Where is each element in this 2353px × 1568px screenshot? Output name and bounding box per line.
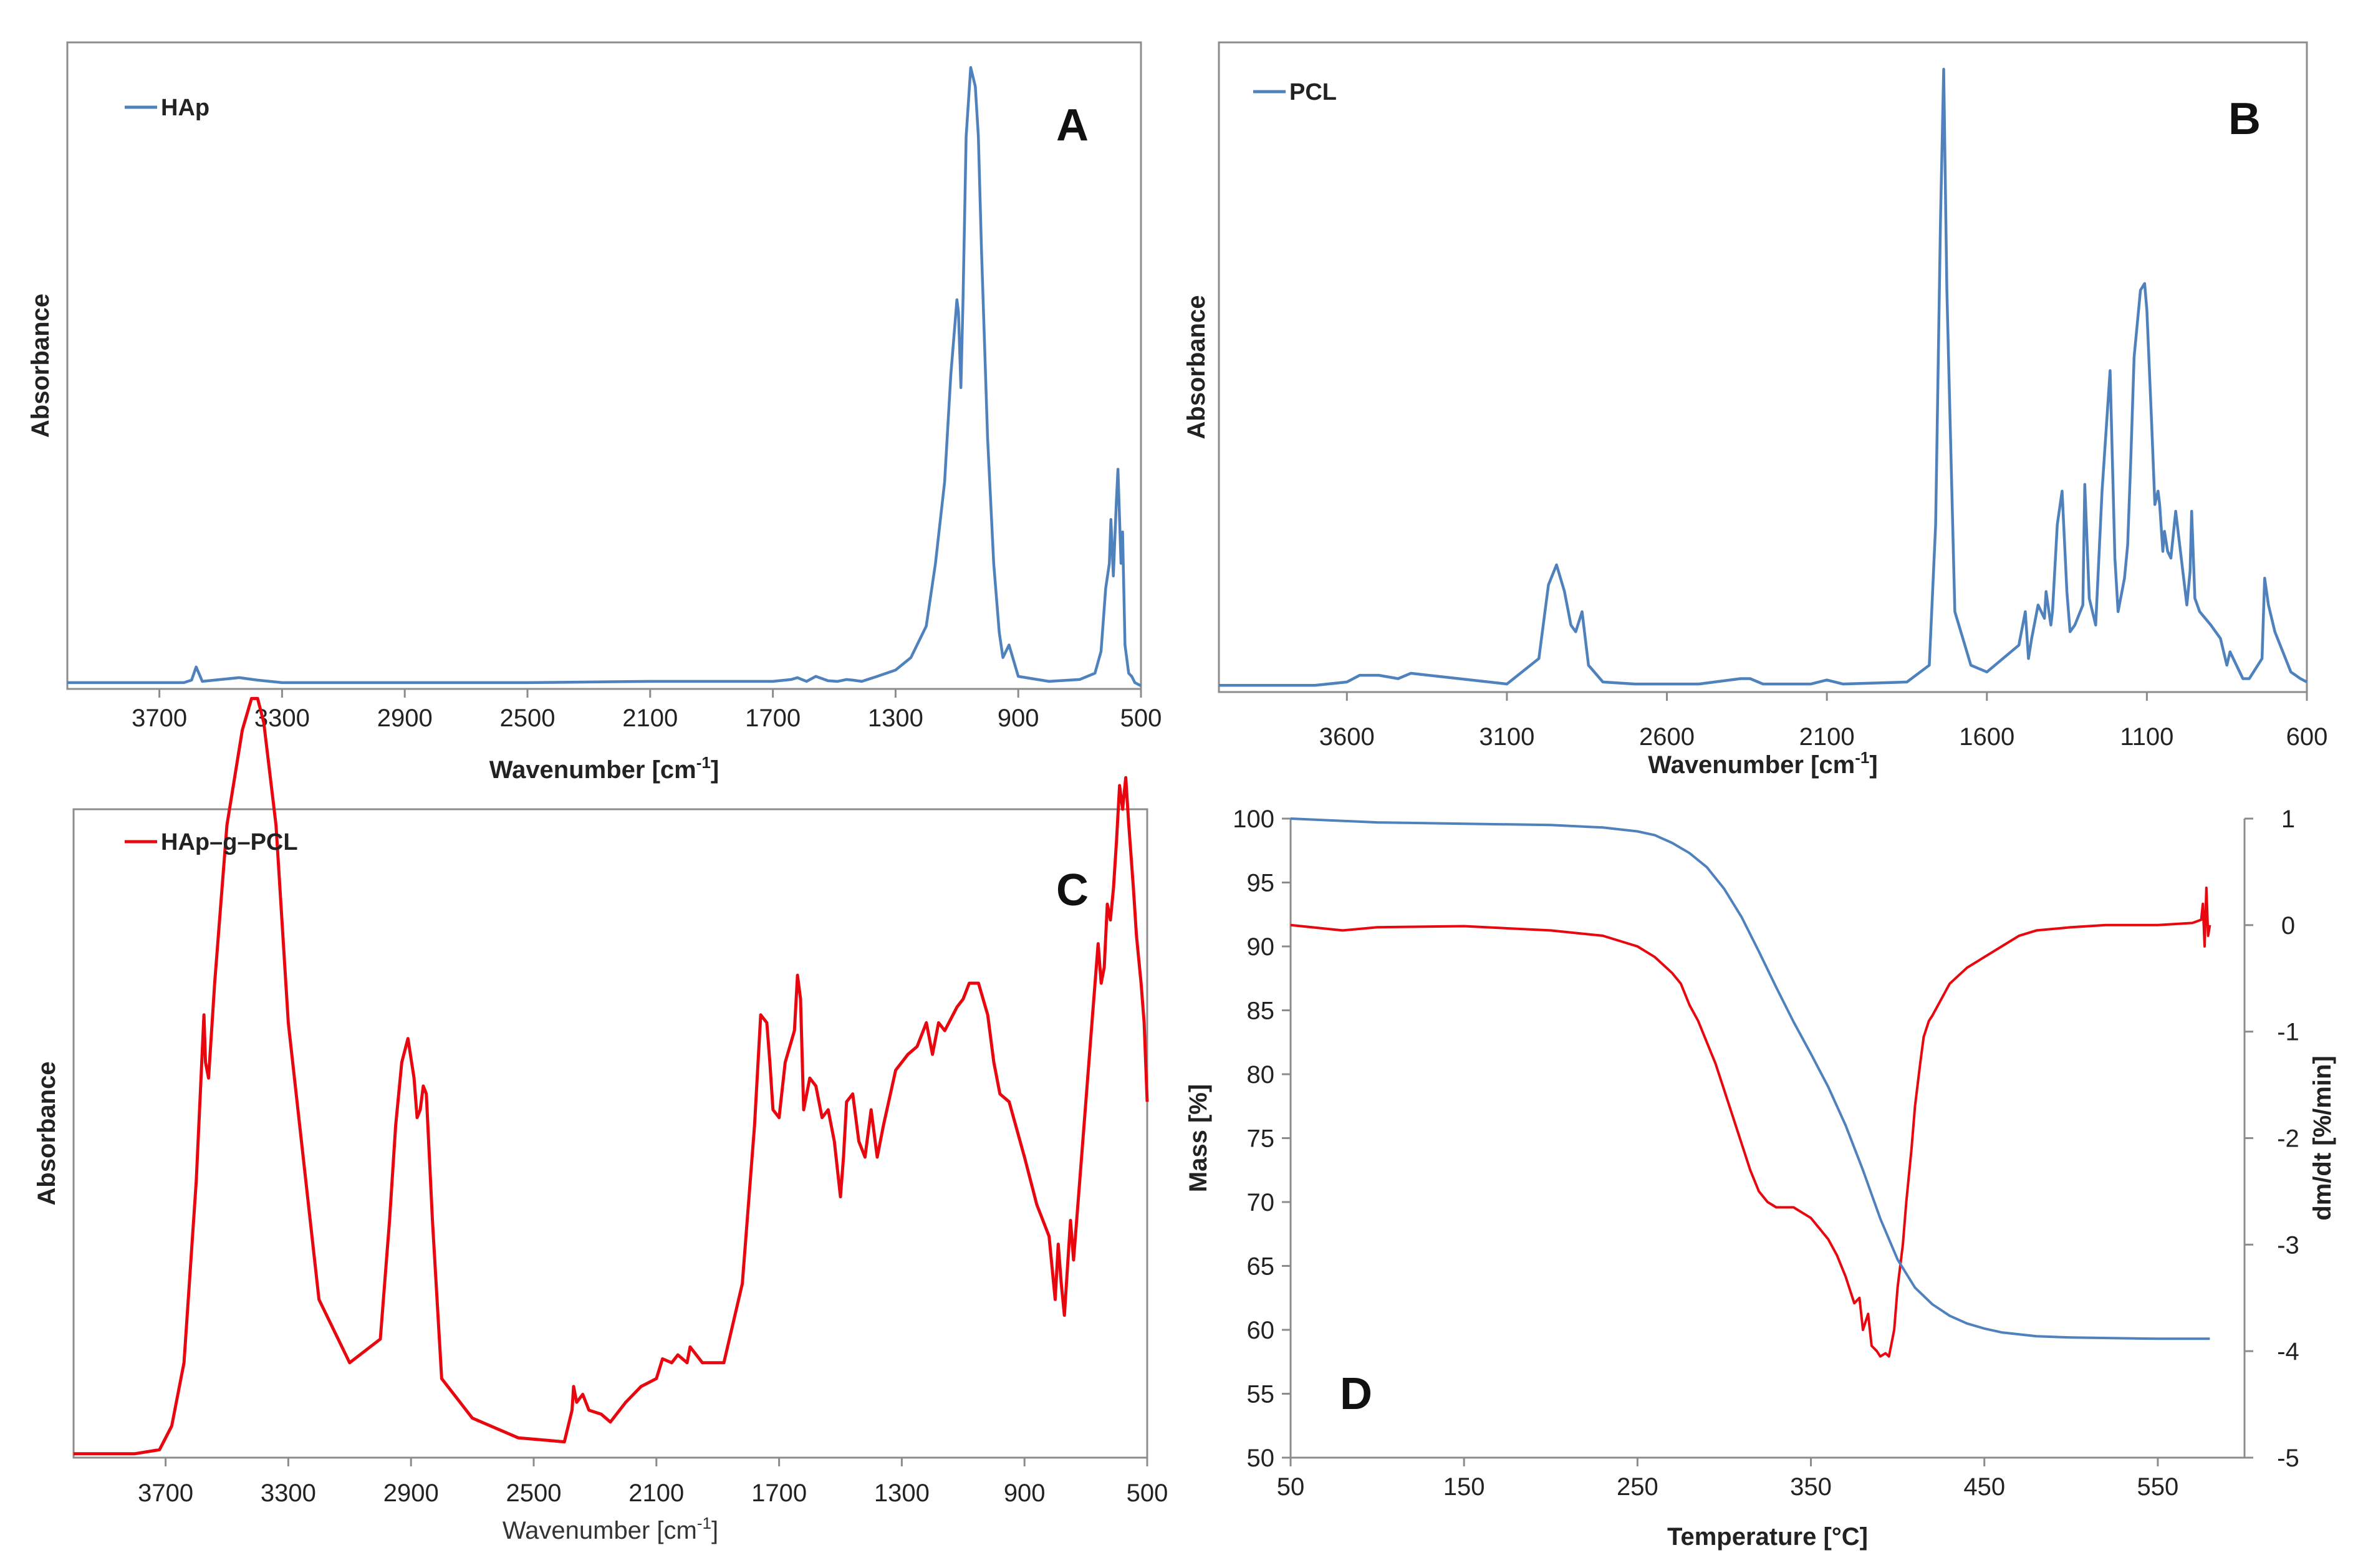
- chart-d-y-tick-label: 50: [1247, 1445, 1275, 1472]
- chart-d-y2-tick-label: -3: [2277, 1231, 2299, 1259]
- chart-a-panel-letter: A: [1056, 100, 1089, 150]
- chart-d-y2-tick-label: 0: [2281, 912, 2295, 940]
- chart-c-x-axis-label-text: Wavenumber [cm: [503, 1517, 697, 1544]
- chart-b-x-tick-label: 1600: [1959, 723, 2014, 751]
- chart-d-y2-axis-label: dm/dt [%/min]: [2309, 1056, 2336, 1220]
- chart-b-x-tick-label: 2100: [1799, 723, 1855, 751]
- chart-b-x-axis-label-text: Wavenumber [cm: [1648, 751, 1855, 779]
- chart-a-x-tick-label: 2100: [622, 705, 678, 732]
- chart-a-plot-area: [66, 41, 1142, 690]
- chart-c-legend-label: HAp–g–PCL: [161, 829, 298, 855]
- chart-c-series-line: [74, 696, 1149, 1456]
- chart-d-y-tick-label: 90: [1247, 933, 1275, 961]
- chart-d-y-tick-label: 100: [1233, 806, 1274, 833]
- chart-a-x-tick-label: 3700: [132, 705, 187, 732]
- chart-b-x-tick-label: 3600: [1319, 723, 1375, 751]
- chart-c-x-tick-label: 2500: [506, 1479, 562, 1507]
- chart-a-legend-label: HAp: [161, 95, 209, 121]
- chart-d-panel-letter: D: [1340, 1369, 1372, 1419]
- chart-a-x-tick-label: 1700: [745, 705, 801, 732]
- chart-d-y2-tick-label: -2: [2277, 1125, 2299, 1153]
- chart-c-plot-area: [72, 808, 1148, 1459]
- chart-c-y-axis-label: Absorbance: [33, 1061, 60, 1205]
- chart-b-x-axis-label-end: ]: [1869, 751, 1877, 779]
- chart-c-x-tick-label: 1700: [751, 1479, 807, 1507]
- chart-c-x-tick-label: 2900: [383, 1479, 439, 1507]
- chart-d-y-tick-label: 65: [1247, 1253, 1275, 1281]
- chart-c-x-tick-label: 900: [1004, 1479, 1046, 1507]
- chart-a-x-tick-label: 900: [998, 705, 1039, 732]
- chart-d-x-tick-label: 450: [1963, 1473, 2005, 1501]
- chart-a-x-axis-label-end: ]: [711, 756, 719, 784]
- chart-b-panel-letter: B: [2228, 94, 2261, 144]
- chart-d-y-tick-label: 60: [1247, 1317, 1275, 1344]
- chart-b-x-tick-label: 1100: [2120, 723, 2173, 751]
- chart-d-mass-line: [1290, 817, 2210, 1340]
- chart-c-panel-letter: C: [1056, 865, 1089, 915]
- chart-a-x-axis-label-text: Wavenumber [cm: [489, 756, 696, 784]
- chart-d-y2-tick-label: -1: [2277, 1019, 2299, 1046]
- chart-a-x-axis-label: Wavenumber [cm-1]: [489, 753, 719, 784]
- chart-a-x-axis-label-sup: -1: [696, 753, 711, 772]
- chart-d-x-tick-label: 350: [1790, 1473, 1832, 1501]
- chart-b-series-line: [1219, 67, 2308, 687]
- chart-d-y-tick-label: 80: [1247, 1061, 1275, 1089]
- chart-d-x-tick-label: 50: [1277, 1473, 1305, 1501]
- chart-b-y-axis-label: Absorbance: [1183, 295, 1210, 439]
- chart-c-x-tick-label: 500: [1127, 1479, 1168, 1507]
- chart-d-dtg-line: [1290, 887, 2211, 1358]
- chart-d-y-tick-label: 55: [1247, 1381, 1275, 1408]
- chart-c-x-axis-label: Wavenumber [cm-1]: [503, 1514, 718, 1544]
- chart-a-x-tick-label: 500: [1120, 705, 1162, 732]
- chart-c-x-axis-label-sup: -1: [697, 1514, 711, 1532]
- chart-d-y2-tick-label: -4: [2277, 1338, 2299, 1365]
- chart-c-x-tick-label: 1300: [874, 1479, 930, 1507]
- chart-b-x-tick-label: 2600: [1639, 723, 1695, 751]
- chart-c-x-tick-label: 2100: [628, 1479, 684, 1507]
- chart-d-x-tick-label: 250: [1617, 1473, 1658, 1501]
- chart-a-x-tick-label: 2500: [500, 705, 556, 732]
- chart-d-y2-tick-label: 1: [2281, 806, 2295, 833]
- chart-b-x-axis-label-sup: -1: [1855, 748, 1869, 767]
- chart-d-x-axis-label: Temperature [°C]: [1667, 1523, 1868, 1551]
- chart-a-x-tick-label: 2900: [377, 705, 433, 732]
- chart-d-y-tick-label: 75: [1247, 1125, 1275, 1153]
- chart-a-series-line: [67, 66, 1142, 687]
- chart-d-y-axis-label: Mass [%]: [1185, 1084, 1212, 1192]
- chart-b-x-tick-label: 600: [2286, 723, 2328, 751]
- chart-c-x-tick-label: 3300: [261, 1479, 316, 1507]
- chart-b-x-axis-label: Wavenumber [cm-1]: [1648, 748, 1877, 779]
- chart-b-plot-area: [1218, 41, 2308, 693]
- chart-d-x-tick-label: 150: [1443, 1473, 1485, 1501]
- chart-a-x-tick-label: 1300: [868, 705, 923, 732]
- chart-c-x-axis-label-end: ]: [711, 1517, 718, 1544]
- chart-b-x-tick-label: 3100: [1479, 723, 1534, 751]
- chart-d-y-tick-label: 95: [1247, 870, 1275, 897]
- chart-d-y-tick-label: 70: [1247, 1189, 1275, 1216]
- chart-b-legend-label: PCL: [1289, 79, 1337, 105]
- chart-c-x-tick-label: 3700: [138, 1479, 193, 1507]
- chart-d-y2-tick-label: -5: [2277, 1445, 2299, 1472]
- chart-d-y-tick-label: 85: [1247, 998, 1275, 1025]
- chart-a-y-axis-label: Absorbance: [27, 294, 54, 438]
- chart-d-x-tick-label: 550: [2137, 1473, 2179, 1501]
